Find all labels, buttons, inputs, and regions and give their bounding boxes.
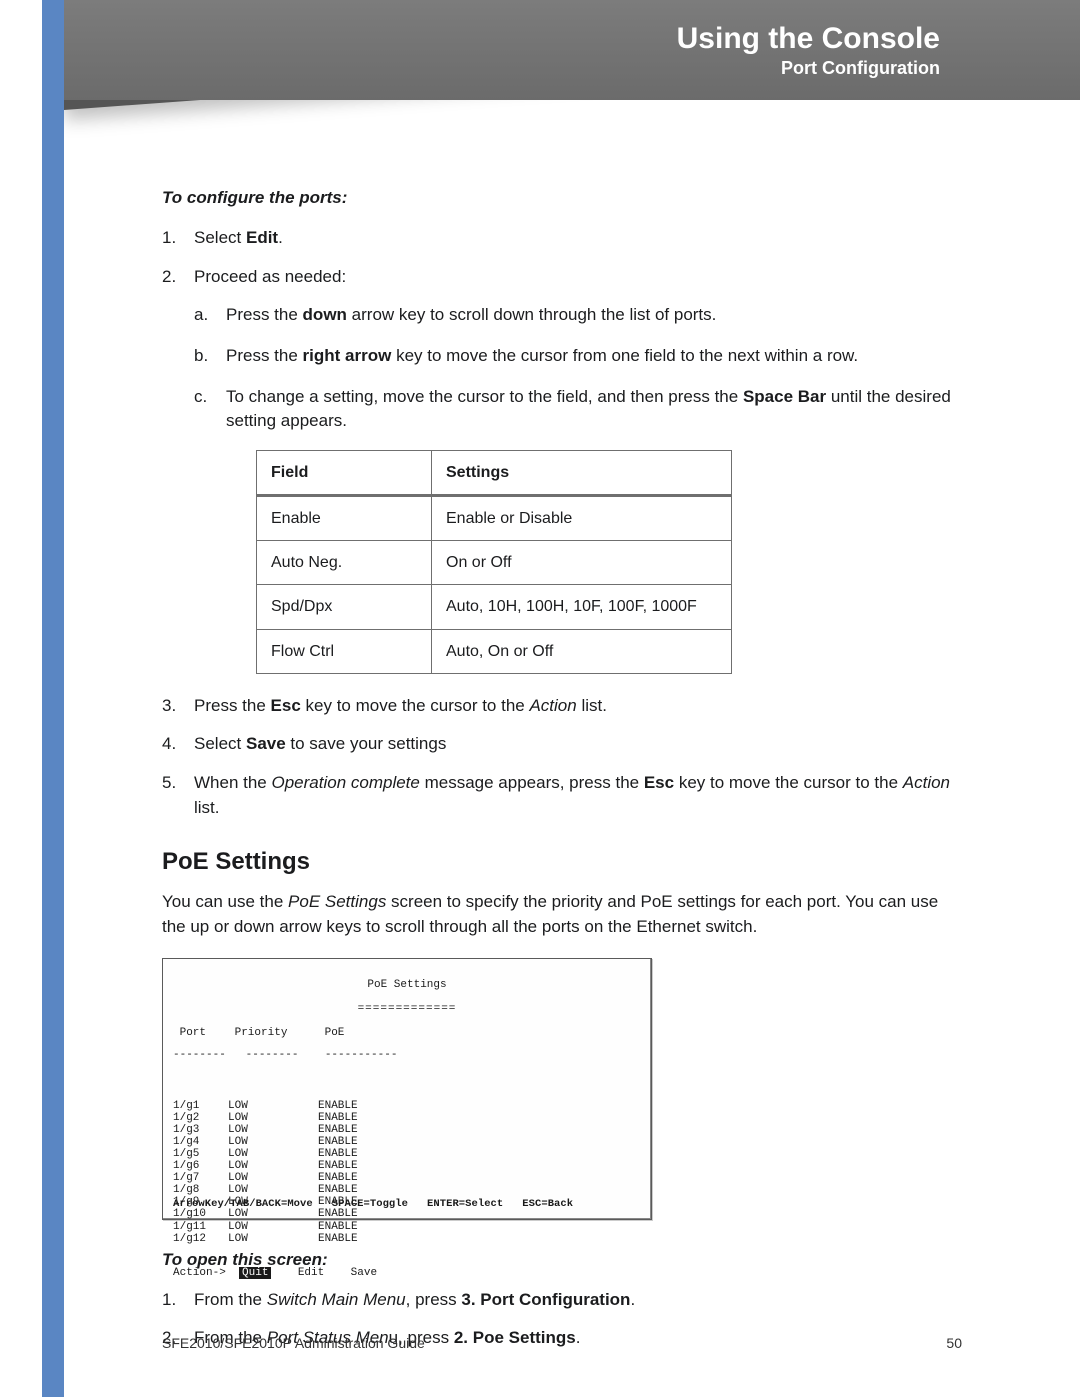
console-data-row: 1/g1LOWENABLE xyxy=(173,1100,641,1112)
bold: Save xyxy=(246,734,286,753)
header-shadow xyxy=(64,100,1080,170)
settings-table: Field Settings Enable Enable or Disable … xyxy=(256,450,732,674)
spacer xyxy=(173,1073,641,1087)
table-row: Spd/Dpx Auto, 10H, 100H, 10F, 100F, 1000… xyxy=(257,585,732,629)
bold: right arrow xyxy=(303,346,392,365)
console-data-row: 1/g4LOWENABLE xyxy=(173,1136,641,1148)
italic: PoE Settings xyxy=(288,892,386,911)
step-4: Select Save to save your settings xyxy=(162,732,962,757)
cell-field: Auto Neg. xyxy=(257,541,432,585)
configure-steps: Select Edit. Proceed as needed: Press th… xyxy=(162,226,962,820)
page-content: To configure the ports: Select Edit. Pro… xyxy=(162,188,962,1365)
text: to save your settings xyxy=(286,734,447,753)
text: , press xyxy=(406,1290,462,1309)
open-step-1: From the Switch Main Menu, press 3. Port… xyxy=(162,1288,962,1313)
console-data-row: 1/g12LOWENABLE xyxy=(173,1233,641,1245)
text: . xyxy=(630,1290,635,1309)
table-row: Enable Enable or Disable xyxy=(257,496,732,541)
sub-steps: Press the down arrow key to scroll down … xyxy=(194,303,962,434)
action-edit[interactable]: Edit xyxy=(298,1267,324,1279)
step-3: Press the Esc key to move the cursor to … xyxy=(162,694,962,719)
table-row: Flow Ctrl Auto, On or Off xyxy=(257,629,732,673)
console-data-row: 1/g11LOWENABLE xyxy=(173,1221,641,1233)
console-data-row: 1/g3LOWENABLE xyxy=(173,1124,641,1136)
text: key to move the cursor to the xyxy=(674,773,903,792)
step-2a: Press the down arrow key to scroll down … xyxy=(194,303,962,328)
step-2c: To change a setting, move the cursor to … xyxy=(194,385,962,434)
page-header: Using the Console Port Configuration xyxy=(64,0,1080,100)
text: list. xyxy=(577,696,607,715)
console-header-row: PortPriorityPoE xyxy=(173,1027,641,1039)
console-data-row: 1/g5LOWENABLE xyxy=(173,1148,641,1160)
col-header-field: Field xyxy=(257,450,432,495)
console-data-row: 1/g6LOWENABLE xyxy=(173,1160,641,1172)
console-col-priority: Priority xyxy=(235,1027,325,1039)
console-data-row: 1/g7LOWENABLE xyxy=(173,1172,641,1184)
cell-field: Spd/Dpx xyxy=(257,585,432,629)
text: When the xyxy=(194,773,272,792)
step-1: Select Edit. xyxy=(162,226,962,251)
text: arrow key to scroll down through the lis… xyxy=(347,305,716,324)
step-2: Proceed as needed: Press the down arrow … xyxy=(162,265,962,674)
bold: Esc xyxy=(644,773,674,792)
text: . xyxy=(278,228,283,247)
footer-page-number: 50 xyxy=(946,1335,962,1351)
poe-intro: You can use the PoE Settings screen to s… xyxy=(162,890,962,939)
text: Press the xyxy=(226,305,303,324)
bold: down xyxy=(303,305,347,324)
console-data-row: 1/g2LOWENABLE xyxy=(173,1112,641,1124)
console-title: PoE Settings xyxy=(173,979,641,991)
console-data-row: 1/g8LOWENABLE xyxy=(173,1184,641,1196)
text: Press the xyxy=(226,346,303,365)
text: Select xyxy=(194,228,246,247)
footer-guide: SFE2010/SFE2010P Administration Guide xyxy=(162,1335,425,1351)
text: To change a setting, move the cursor to … xyxy=(226,387,743,406)
text: From the xyxy=(194,1290,267,1309)
cell-settings: Enable or Disable xyxy=(432,496,732,541)
italic: Operation complete xyxy=(272,773,420,792)
text: Proceed as needed: xyxy=(194,267,346,286)
console-rows: 1/g1LOWENABLE1/g2LOWENABLE1/g3LOWENABLE1… xyxy=(173,1100,641,1245)
text: message appears, press the xyxy=(420,773,644,792)
header-title: Using the Console xyxy=(677,22,940,56)
italic: Action xyxy=(903,773,950,792)
header-subtitle: Port Configuration xyxy=(781,58,940,79)
bold: Esc xyxy=(271,696,301,715)
bold: 3. Port Configuration xyxy=(461,1290,630,1309)
procedure-title-configure: To configure the ports: xyxy=(162,188,962,208)
console-divider: -------- -------- ----------- xyxy=(173,1049,641,1061)
table-row: Auto Neg. On or Off xyxy=(257,541,732,585)
text: Press the xyxy=(194,696,271,715)
bold: Space Bar xyxy=(743,387,826,406)
left-accent-bar xyxy=(42,0,64,1397)
text: key to move the cursor to the xyxy=(301,696,530,715)
step-5: When the Operation complete message appe… xyxy=(162,771,962,820)
console-col-poe: PoE xyxy=(325,1027,395,1039)
text: You can use the xyxy=(162,892,288,911)
cell-field: Flow Ctrl xyxy=(257,629,432,673)
text: list. xyxy=(194,798,220,817)
cell-settings: Auto, On or Off xyxy=(432,629,732,673)
bold: Edit xyxy=(246,228,278,247)
page-footer: SFE2010/SFE2010P Administration Guide 50 xyxy=(162,1335,962,1351)
poe-settings-heading: PoE Settings xyxy=(162,848,962,876)
console-col-port: Port xyxy=(180,1027,235,1039)
cell-settings: Auto, 10H, 100H, 10F, 100F, 1000F xyxy=(432,585,732,629)
action-quit[interactable]: Quit xyxy=(239,1267,271,1279)
col-header-settings: Settings xyxy=(432,450,732,495)
table-header-row: Field Settings xyxy=(257,450,732,495)
action-label: Action-> xyxy=(173,1267,226,1279)
text: key to move the cursor from one field to… xyxy=(391,346,858,365)
italic: Switch Main Menu xyxy=(267,1290,406,1309)
console-action-row: Action-> Quit Edit Save xyxy=(173,1267,641,1279)
cell-field: Enable xyxy=(257,496,432,541)
console-help: ArrowKey/TAB/BACK=Move SPACE=Toggle ENTE… xyxy=(173,1199,573,1211)
text: Select xyxy=(194,734,246,753)
cell-settings: On or Off xyxy=(432,541,732,585)
step-2b: Press the right arrow key to move the cu… xyxy=(194,344,962,369)
italic: Action xyxy=(529,696,576,715)
console-screenshot: PoE Settings ============= PortPriorityP… xyxy=(162,958,652,1220)
console-sep: ============= xyxy=(173,1003,641,1015)
action-save[interactable]: Save xyxy=(351,1267,377,1279)
